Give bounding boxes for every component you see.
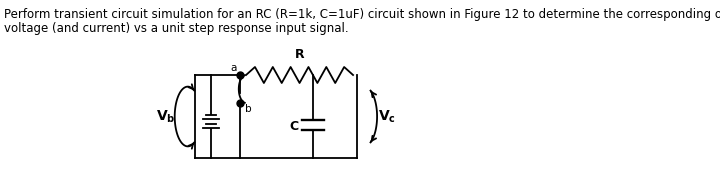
Text: voltage (and current) vs a unit step response input signal.: voltage (and current) vs a unit step res… — [4, 22, 348, 35]
Text: C: C — [289, 120, 299, 133]
Text: $\mathbf{V_b}$: $\mathbf{V_b}$ — [156, 108, 176, 125]
Text: $\mathbf{V_c}$: $\mathbf{V_c}$ — [378, 108, 396, 125]
Text: Perform transient circuit simulation for an RC (R=1k, C=1uF) circuit shown in Fi: Perform transient circuit simulation for… — [4, 8, 720, 21]
Text: R: R — [294, 48, 305, 61]
Text: a: a — [230, 63, 237, 73]
Text: b: b — [245, 104, 251, 114]
